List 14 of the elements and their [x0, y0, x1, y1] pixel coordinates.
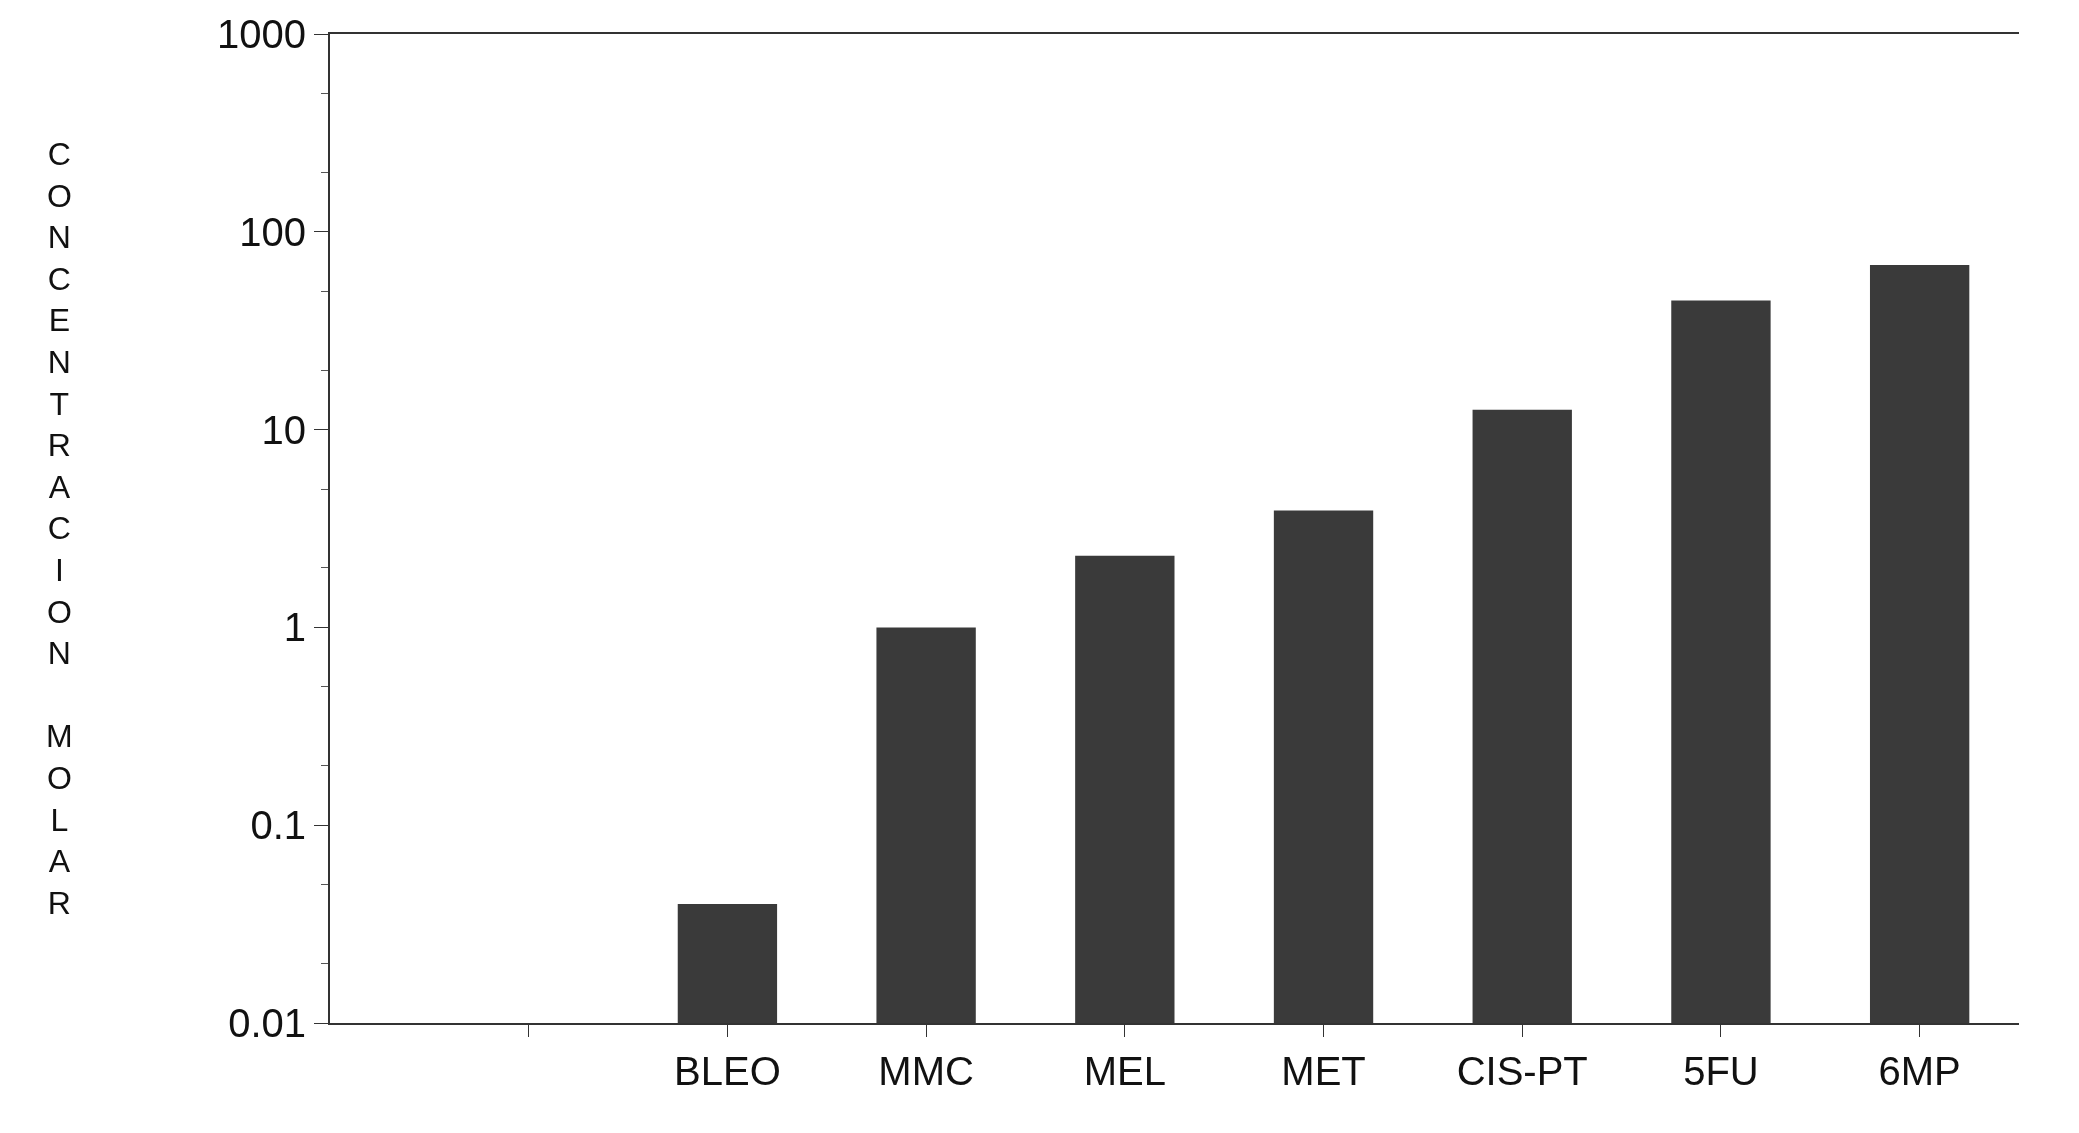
x-tick-label: CIS-PT [1456, 1049, 1588, 1093]
y-tick-label: 0.01 [228, 1001, 306, 1045]
x-tick-label: MET [1281, 1049, 1366, 1093]
y-tick-label: 100 [239, 209, 306, 254]
y-tick-label: 10 [261, 407, 306, 452]
x-tick-label: MEL [1083, 1049, 1166, 1093]
x-tick-label: MMC [878, 1049, 974, 1093]
x-tick-label: 5FU [1683, 1049, 1759, 1093]
x-tick-label: BLEO [674, 1049, 781, 1093]
text: CONCENTRACION MOLAR [46, 136, 73, 921]
x-tick-label: 6MP [1878, 1049, 1961, 1093]
y-tick-label: 1 [283, 605, 306, 650]
y-tick-label: 1000 [217, 12, 306, 56]
y-tick-label: 0.1 [250, 803, 306, 848]
